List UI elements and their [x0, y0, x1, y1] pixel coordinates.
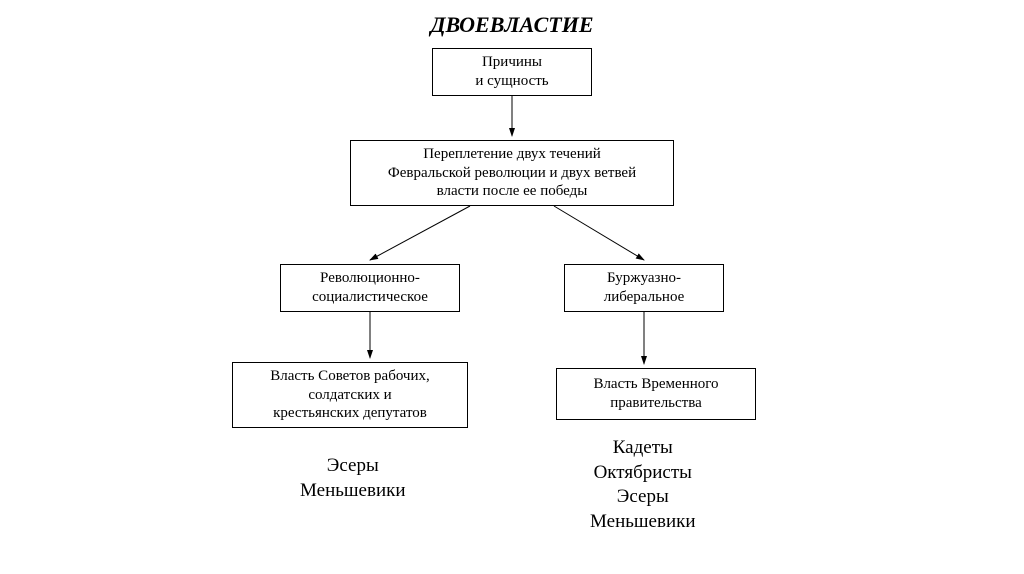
node-root: Причиныи сущность: [432, 48, 592, 96]
node-soviets-power: Власть Советов рабочих,солдатских икрест…: [232, 362, 468, 428]
parties-right: КадетыОктябристыЭсерыМеньшевики: [590, 436, 696, 535]
node-bourgeois-liberal: Буржуазно-либеральное: [564, 264, 724, 312]
diagram-title: ДВОЕВЛАСТИЕ: [0, 12, 1024, 38]
arrow: [554, 206, 644, 260]
node-rev-socialist: Революционно-социалистическое: [280, 264, 460, 312]
node-provisional-gov: Власть Временногоправительства: [556, 368, 756, 420]
arrow: [370, 206, 470, 260]
node-description: Переплетение двух теченийФевральской рев…: [350, 140, 674, 206]
parties-left: ЭсерыМеньшевики: [300, 454, 406, 503]
